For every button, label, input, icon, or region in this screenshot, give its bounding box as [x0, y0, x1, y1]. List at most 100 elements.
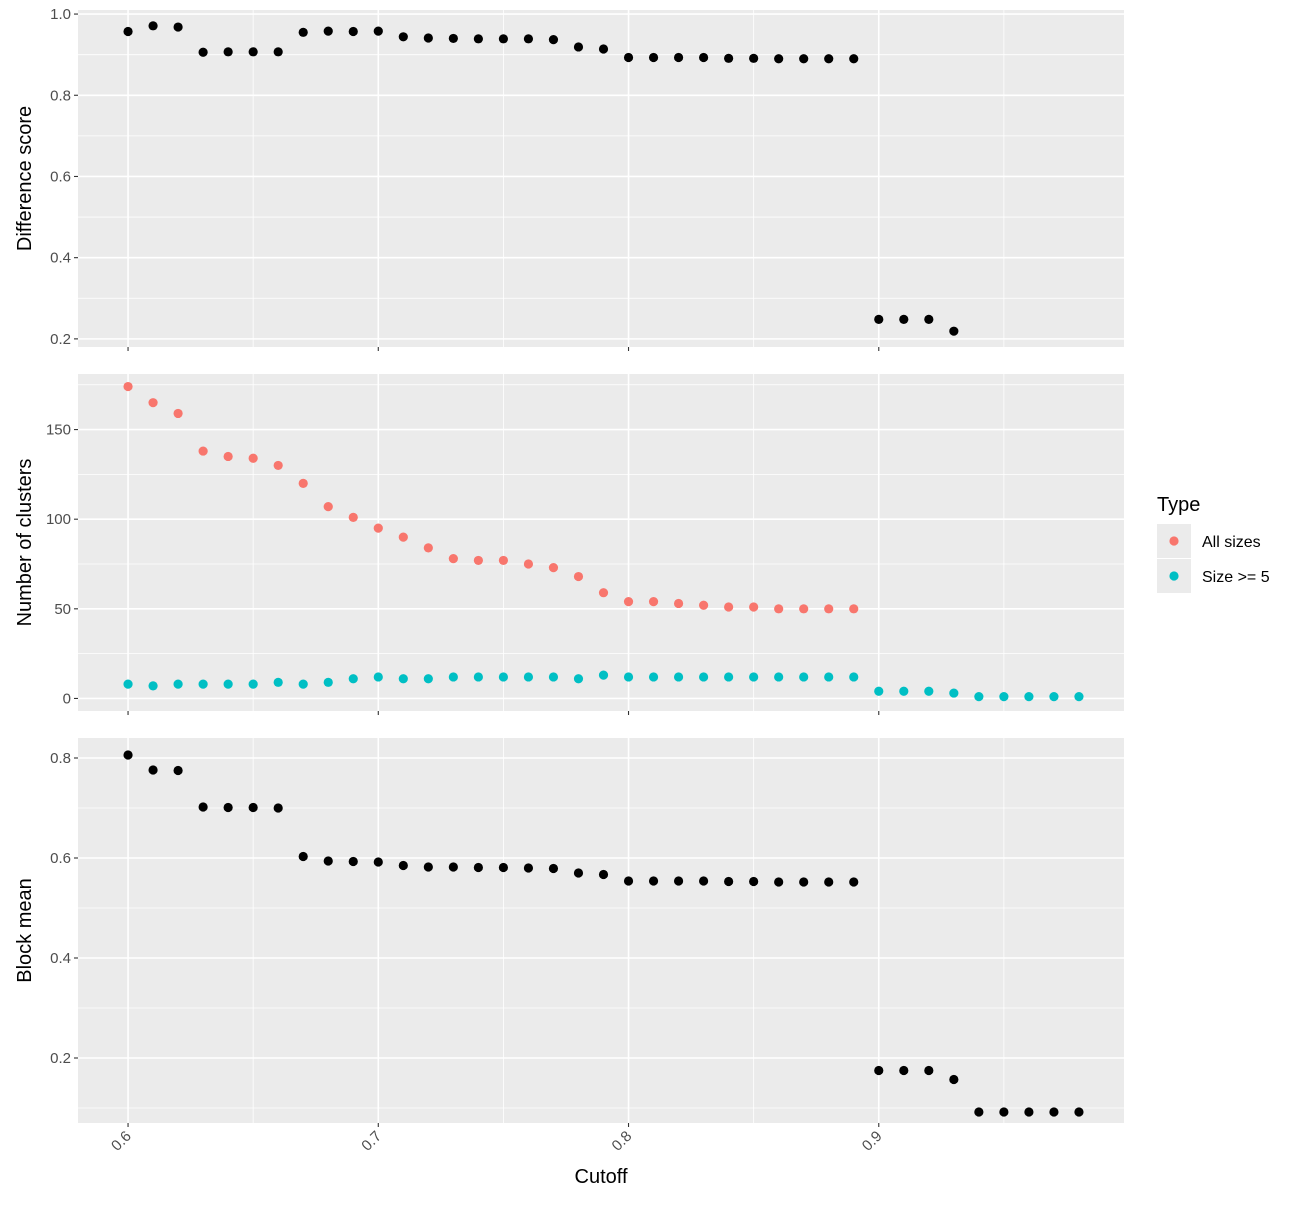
data-point: [623, 52, 634, 63]
data-point: [698, 876, 709, 886]
data-point: [248, 453, 258, 463]
data-point: [498, 34, 509, 44]
data-point: [148, 681, 158, 691]
series-size-5: [123, 670, 1084, 702]
data-point: [498, 555, 509, 566]
data-point: [498, 672, 509, 682]
y-tick-label: 150: [46, 422, 71, 439]
data-point: [323, 502, 333, 512]
data-point: [373, 26, 383, 36]
data-point: [398, 532, 408, 542]
data-point: [298, 27, 308, 37]
data-point: [648, 597, 659, 607]
data-point: [348, 856, 358, 867]
data-point: [473, 862, 483, 873]
data-point: [348, 512, 358, 523]
data-point: [874, 1065, 884, 1076]
data-point: [223, 451, 233, 462]
data-point: [148, 765, 158, 775]
data-point: [548, 863, 559, 874]
data-point: [949, 688, 959, 698]
data-point: [548, 562, 559, 573]
data-point: [999, 1107, 1009, 1117]
data-point: [924, 314, 934, 324]
y-tick-label: 0.8: [50, 750, 71, 767]
x-tick-label: 0.6: [108, 1128, 135, 1155]
data-point: [673, 876, 684, 886]
panel-3: 0.2 0.4 0.6 0.8 Block mean: [14, 738, 1124, 1127]
data-point: [573, 571, 584, 582]
data-point: [799, 604, 809, 614]
data-point: [673, 672, 684, 682]
data-point: [698, 52, 709, 63]
data-point: [198, 802, 208, 812]
data-point: [223, 679, 233, 689]
data-point: [173, 22, 183, 32]
data-point: [148, 398, 158, 408]
data-point: [724, 602, 734, 612]
legend-label: All sizes: [1202, 534, 1261, 551]
data-point: [724, 876, 734, 887]
y-tick-label: 0.6: [50, 168, 71, 185]
data-point: [949, 1074, 959, 1085]
y-tick-label: 0.8: [50, 87, 71, 104]
data-point: [849, 877, 859, 887]
x-tick-label: 0.8: [609, 1128, 636, 1155]
series-3-1: [123, 750, 1084, 1117]
y-tick-label: 50: [54, 601, 71, 618]
data-point: [273, 677, 283, 687]
series-all-sizes: [123, 381, 859, 614]
data-point: [398, 860, 408, 871]
data-point: [123, 26, 133, 37]
data-point: [749, 53, 759, 63]
data-point: [523, 672, 534, 682]
data-point: [824, 604, 834, 614]
data-point: [323, 856, 333, 866]
data-point: [799, 877, 809, 887]
data-point: [273, 460, 283, 471]
data-point: [423, 543, 433, 553]
data-point: [924, 686, 934, 696]
panels-layer: 0.2 0.4 0.6 0.8 1.0 Difference score 0 50 100 150…: [14, 6, 1124, 1127]
data-point: [598, 44, 609, 54]
y-tick-label: 0.4: [50, 950, 71, 967]
data-point: [698, 600, 709, 610]
data-point: [598, 588, 609, 598]
data-point: [1024, 692, 1034, 702]
data-point: [974, 1107, 984, 1117]
x-axis: 0.6 0.7 0.8 0.9: [108, 1128, 885, 1155]
data-point: [298, 478, 308, 488]
data-point: [473, 34, 483, 44]
data-point: [774, 54, 784, 64]
data-point: [548, 672, 559, 682]
panel-2: 0 50 100 150 Number of clusters: [14, 374, 1124, 715]
data-point: [824, 54, 834, 64]
data-point: [774, 877, 784, 887]
data-point: [598, 869, 609, 880]
y-axis-title: Difference score: [14, 106, 36, 251]
data-point: [999, 692, 1009, 702]
data-point: [423, 33, 433, 43]
data-point: [448, 554, 458, 564]
x-tick-label: 0.7: [358, 1128, 385, 1155]
data-point: [849, 54, 859, 64]
y-tick-label: 0.2: [50, 1050, 71, 1067]
data-point: [148, 21, 158, 31]
data-point: [874, 314, 884, 324]
data-point: [573, 674, 584, 684]
data-point: [648, 52, 659, 63]
data-point: [348, 26, 358, 37]
legend-title: Type: [1157, 494, 1200, 516]
data-point: [899, 1065, 909, 1076]
data-point: [824, 672, 834, 682]
data-point: [498, 862, 509, 873]
data-point: [298, 851, 308, 862]
data-point: [949, 326, 959, 336]
data-point: [448, 672, 458, 682]
legend-key-point: [1169, 571, 1179, 581]
data-point: [248, 47, 258, 57]
data-point: [248, 802, 258, 813]
y-tick-label: 0.4: [50, 250, 71, 267]
data-point: [623, 876, 634, 886]
